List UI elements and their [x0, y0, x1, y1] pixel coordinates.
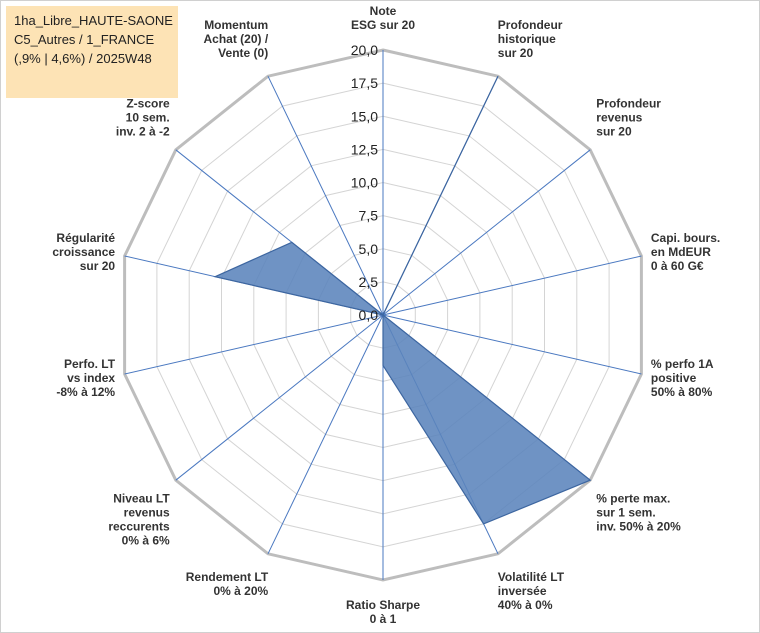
- radar-spoke: [382, 149, 591, 316]
- axis-label: Ratio Sharpe 0 à 1: [346, 598, 420, 626]
- axis-label-line: ESG sur 20: [351, 18, 415, 32]
- radar-spoke: [382, 314, 642, 375]
- axis-label-line: 0% à 20%: [213, 584, 268, 598]
- axis-label-line: 0 à 1: [370, 612, 397, 626]
- axis-label-line: sur 20: [596, 125, 632, 139]
- axis-label-line: reccurents: [108, 519, 170, 533]
- tick-label: 12,5: [351, 141, 378, 157]
- tick-label: 2,5: [359, 274, 379, 290]
- info-line-2: C5_Autres / 1_FRANCE: [14, 32, 155, 47]
- axis-label-line: 50% à 80%: [651, 385, 713, 399]
- axis-label: Z-score 10 sem. inv. 2 à -2: [116, 97, 170, 139]
- axis-label-line: sur 20: [498, 46, 534, 60]
- tick-label: 5,0: [359, 241, 379, 257]
- axis-label-line: Niveau LT: [113, 491, 170, 505]
- axis-label-line: croissance: [52, 245, 115, 259]
- axis-label: Volatilité LT inversée 40% à 0%: [498, 570, 565, 612]
- axis-label-line: 40% à 0%: [498, 598, 553, 612]
- info-line-1: 1ha_Libre_HAUTE-SAONE: [14, 13, 173, 28]
- axis-label-line: sur 1 sem.: [596, 505, 655, 519]
- tick-label: 20,0: [351, 42, 378, 58]
- axis-label-line: revenus: [596, 111, 642, 125]
- axis-label-line: inv. 50% à 20%: [596, 519, 681, 533]
- radar-spoke: [124, 314, 384, 375]
- axis-label-line: Capi. bours.: [651, 231, 720, 245]
- axis-label-line: revenus: [124, 505, 170, 519]
- axis-label-line: Ratio Sharpe: [346, 598, 420, 612]
- axis-label: Régularité croissance sur 20: [52, 231, 115, 273]
- axis-label: Profondeur historique sur 20: [498, 18, 563, 60]
- axis-label: Profondeur revenus sur 20: [596, 97, 661, 139]
- info-line-3: (,9% | 4,6%) / 2025W48: [14, 51, 152, 66]
- axis-label-line: Régularité: [56, 231, 115, 245]
- info-box: 1ha_Libre_HAUTE-SAONE C5_Autres / 1_FRAN…: [6, 6, 178, 98]
- radial-tick-labels: 0,0 2,5 5,0 7,5 10,0 12,5 15,0 17,5 20,0: [351, 42, 378, 323]
- radar-spoke: [175, 314, 384, 481]
- axis-labels: Note ESG sur 20 Profondeur historique sur 20…: [52, 4, 720, 626]
- tick-label: 17,5: [351, 75, 378, 91]
- axis-label-line: Rendement LT: [186, 570, 269, 584]
- axis-label-line: Profondeur: [498, 18, 563, 32]
- radar-series: [213, 75, 592, 525]
- axis-label: Momentum Achat (20) / Vente (0): [204, 18, 269, 60]
- tick-label: 10,0: [351, 175, 378, 191]
- axis-label-line: 0 à 60 G€: [651, 259, 704, 273]
- axis-label-line: inversée: [498, 584, 547, 598]
- axis-label-line: positive: [651, 371, 697, 385]
- axis-label-line: Achat (20) /: [204, 32, 269, 46]
- radar-spoke: [382, 255, 642, 316]
- axis-label-line: inv. 2 à -2: [116, 125, 170, 139]
- axis-label-line: en MdEUR: [651, 245, 711, 259]
- axis-label-line: Note: [370, 4, 397, 18]
- axis-label-line: Profondeur: [596, 97, 661, 111]
- axis-label-line: sur 20: [80, 259, 116, 273]
- axis-label-line: Perfo. LT: [64, 357, 116, 371]
- axis-label: % perfo 1A positive 50% à 80%: [651, 357, 714, 399]
- axis-label: Rendement LT 0% à 20%: [186, 570, 269, 598]
- axis-label-line: Volatilité LT: [498, 570, 565, 584]
- axis-label: % perte max. sur 1 sem. inv. 50% à 20%: [596, 491, 681, 533]
- radar-spoke: [267, 314, 384, 555]
- axis-label-line: 10 sem.: [126, 111, 170, 125]
- tick-label: 15,0: [351, 108, 378, 124]
- axis-label: Capi. bours. en MdEUR 0 à 60 G€: [651, 231, 720, 273]
- radar-series-area: [213, 75, 592, 525]
- axis-label-line: % perte max.: [596, 491, 670, 505]
- axis-label: Note ESG sur 20: [351, 4, 415, 32]
- axis-label-line: historique: [498, 32, 556, 46]
- axis-label-line: Vente (0): [218, 46, 268, 60]
- radar-spoke: [267, 75, 384, 316]
- axis-label: Niveau LT revenus reccurents 0% à 6%: [108, 491, 170, 547]
- tick-label: 0,0: [359, 307, 379, 323]
- axis-label-line: % perfo 1A: [651, 357, 714, 371]
- axis-label-line: -8% à 12%: [56, 385, 115, 399]
- tick-label: 7,5: [359, 208, 379, 224]
- axis-label-line: Z-score: [126, 97, 170, 111]
- axis-label: Perfo. LT vs index -8% à 12%: [56, 357, 115, 399]
- axis-label-line: Momentum: [204, 18, 268, 32]
- axis-label-line: vs index: [67, 371, 115, 385]
- axis-label-line: 0% à 6%: [122, 533, 170, 547]
